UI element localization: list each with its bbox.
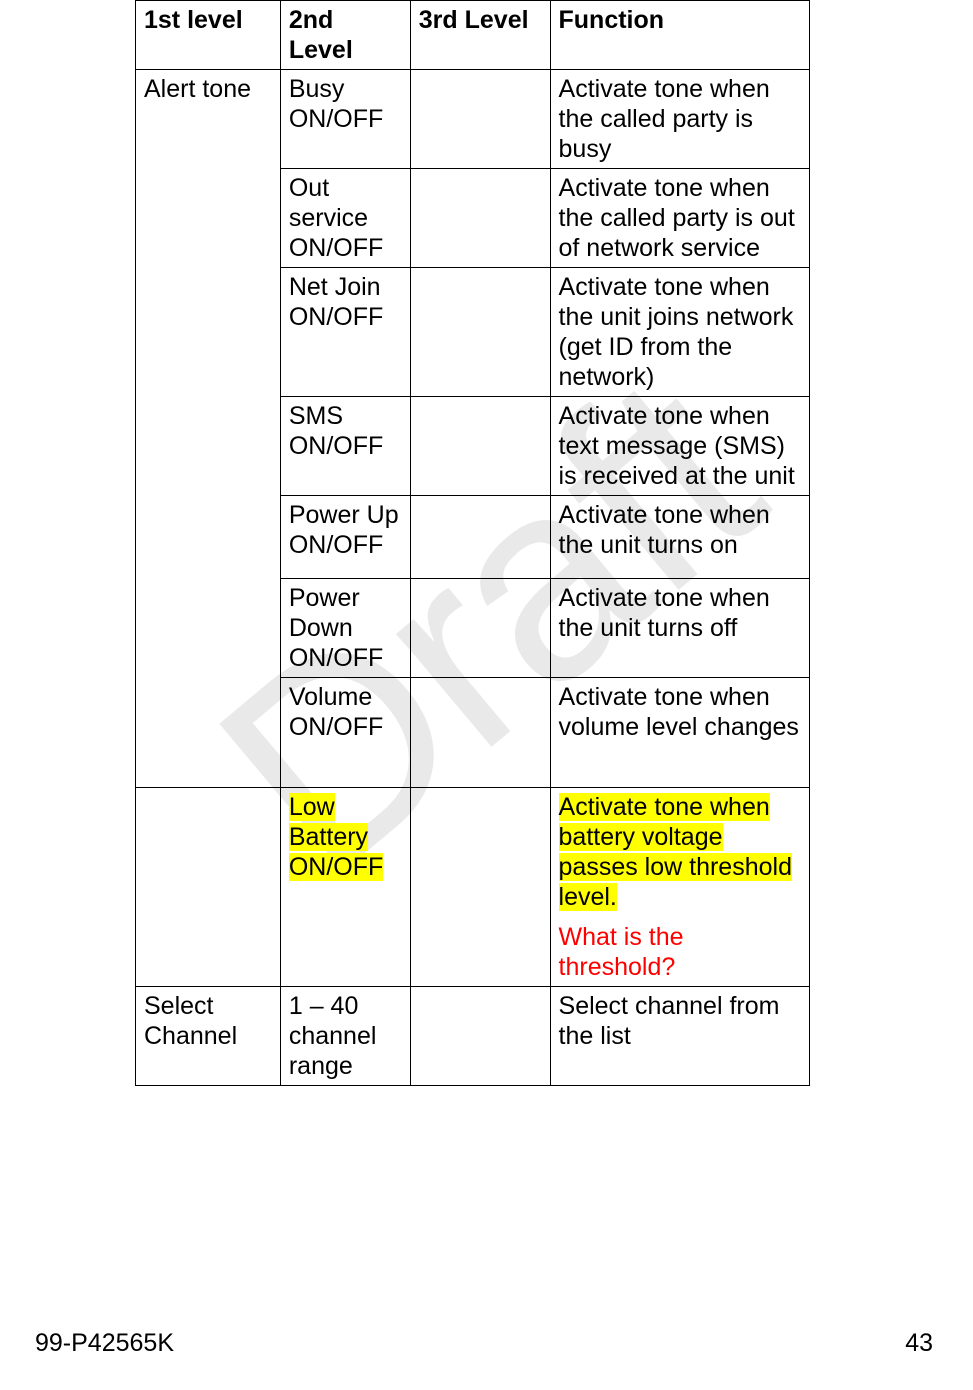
document-id: 99-P42565K	[35, 1329, 174, 1358]
cell-2nd-level: Volume ON/OFF	[280, 678, 410, 788]
cell-2nd-level: Low Battery ON/OFF	[280, 788, 410, 987]
cell-3rd-level	[410, 397, 550, 496]
header-function: Function	[550, 1, 809, 70]
cell-1st-level: Alert tone	[136, 70, 281, 788]
table-row: Low Battery ON/OFF Activate tone when ba…	[136, 788, 810, 987]
cell-function: Activate tone when the unit joins networ…	[550, 268, 809, 397]
cell-1st-level	[136, 788, 281, 987]
cell-2nd-level: Out service ON/OFF	[280, 169, 410, 268]
header-3rd-level: 3rd Level	[410, 1, 550, 70]
cell-3rd-level	[410, 987, 550, 1086]
cell-1st-level: Select Channel	[136, 987, 281, 1086]
cell-3rd-level	[410, 268, 550, 397]
cell-3rd-level	[410, 579, 550, 678]
header-1st-level: 1st level	[136, 1, 281, 70]
cell-function: Activate tone when battery voltage passe…	[550, 788, 809, 987]
cell-2nd-level: Power Up ON/OFF	[280, 496, 410, 579]
cell-function-text: Activate tone when the unit joins networ…	[559, 273, 794, 331]
cell-3rd-level	[410, 788, 550, 987]
page-content: 1st level 2nd Level 3rd Level Function A…	[0, 0, 973, 1086]
cell-function-extra: (get ID from the network)	[559, 333, 733, 391]
cell-3rd-level	[410, 169, 550, 268]
comment-text: What is the threshold?	[559, 922, 801, 982]
cell-2nd-level: Net Join ON/OFF	[280, 268, 410, 397]
cell-2nd-level: Busy ON/OFF	[280, 70, 410, 169]
cell-3rd-level	[410, 70, 550, 169]
page-number: 43	[905, 1329, 933, 1358]
page-footer: 99-P42565K 43	[0, 1329, 973, 1358]
cell-function: Activate tone when the called party is o…	[550, 169, 809, 268]
cell-3rd-level	[410, 678, 550, 788]
cell-function: Activate tone when the unit turns on	[550, 496, 809, 579]
cell-2nd-level: SMS ON/OFF	[280, 397, 410, 496]
cell-function: Select channel from the list	[550, 987, 809, 1086]
cell-function: Activate tone when volume level changes	[550, 678, 809, 788]
cell-3rd-level	[410, 496, 550, 579]
highlighted-text: Activate tone when battery voltage passe…	[559, 793, 792, 911]
table-row: Select Channel 1 – 40 channel range Sele…	[136, 987, 810, 1086]
cell-function: Activate tone when the called party is b…	[550, 70, 809, 169]
cell-2nd-level: Power Down ON/OFF	[280, 579, 410, 678]
header-2nd-level: 2nd Level	[280, 1, 410, 70]
table-header-row: 1st level 2nd Level 3rd Level Function	[136, 1, 810, 70]
cell-2nd-level: 1 – 40 channel range	[280, 987, 410, 1086]
cell-function: Activate tone when the unit turns off	[550, 579, 809, 678]
highlighted-text: Low Battery ON/OFF	[289, 793, 383, 881]
table-row: Alert tone Busy ON/OFF Activate tone whe…	[136, 70, 810, 169]
cell-function: Activate tone when text message (SMS) is…	[550, 397, 809, 496]
menu-table: 1st level 2nd Level 3rd Level Function A…	[135, 0, 810, 1086]
